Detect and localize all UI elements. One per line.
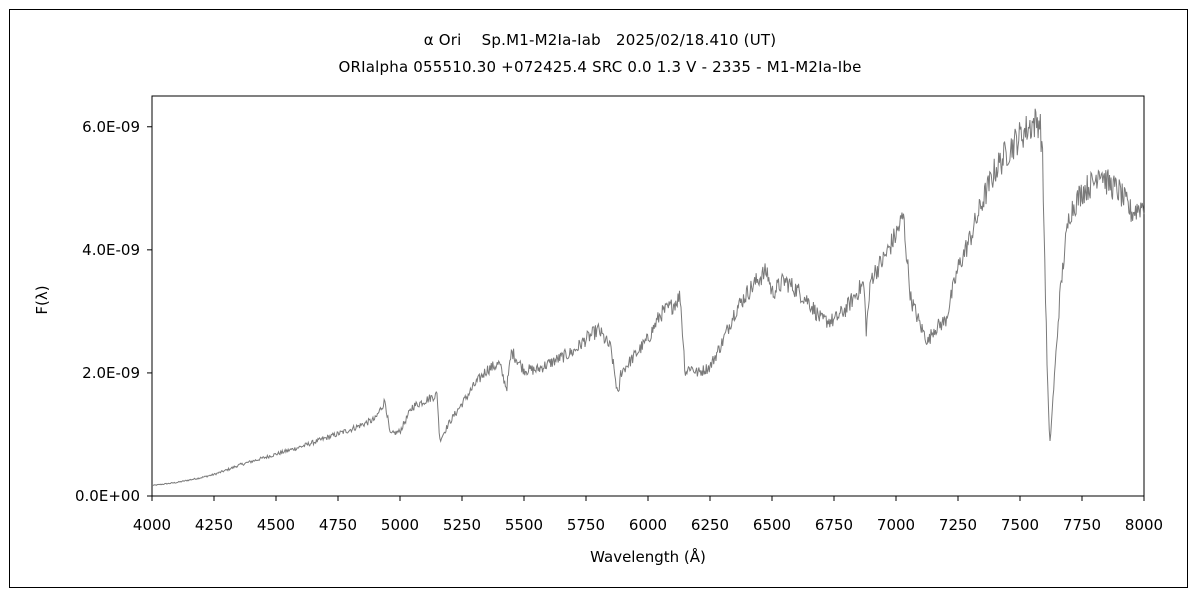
x-axis-label: Wavelength (Å) (590, 547, 706, 566)
series-layer (151, 108, 1145, 487)
x-tick-label: 8000 (1125, 516, 1163, 534)
x-tick-label: 7250 (939, 516, 977, 534)
x-tick-label: 7500 (1001, 516, 1039, 534)
x-tick-label: 5250 (443, 516, 481, 534)
chart-title: α Ori Sp.M1-M2Ia-Iab 2025/02/18.410 (UT) (423, 31, 777, 49)
x-tick-label: 6750 (815, 516, 853, 534)
y-tick-label: 2.0E-09 (82, 364, 140, 382)
x-tick-label: 7000 (877, 516, 915, 534)
y-tick-label: 6.0E-09 (82, 118, 140, 136)
plot-area (151, 95, 1145, 497)
chart-subtitle: ORIalpha 055510.30 +072425.4 SRC 0.0 1.3… (338, 58, 862, 76)
spectrum-line (151, 108, 1145, 487)
x-tick-label: 4750 (319, 516, 357, 534)
x-tick-label: 6250 (691, 516, 729, 534)
chart-frame (9, 9, 1188, 588)
x-tick-label: 5000 (381, 516, 419, 534)
y-tick-label: 0.0E+00 (75, 487, 140, 505)
x-tick-label: 4000 (133, 516, 171, 534)
x-tick-label: 6000 (629, 516, 667, 534)
x-tick-label: 4250 (195, 516, 233, 534)
y-axis-label: F(λ) (33, 285, 51, 314)
x-tick-label: 7750 (1063, 516, 1101, 534)
x-tick-label: 4500 (257, 516, 295, 534)
y-axis: 0.0E+00 2.0E-09 4.0E-09 6.0E-09 (75, 118, 152, 505)
x-axis: 4000 4250 4500 4750 5000 5250 5500 5750 6000 6250… (133, 496, 1163, 534)
y-tick-label: 4.0E-09 (82, 241, 140, 259)
x-tick-label: 5500 (505, 516, 543, 534)
x-tick-label: 5750 (567, 516, 605, 534)
x-tick-label: 6500 (753, 516, 791, 534)
